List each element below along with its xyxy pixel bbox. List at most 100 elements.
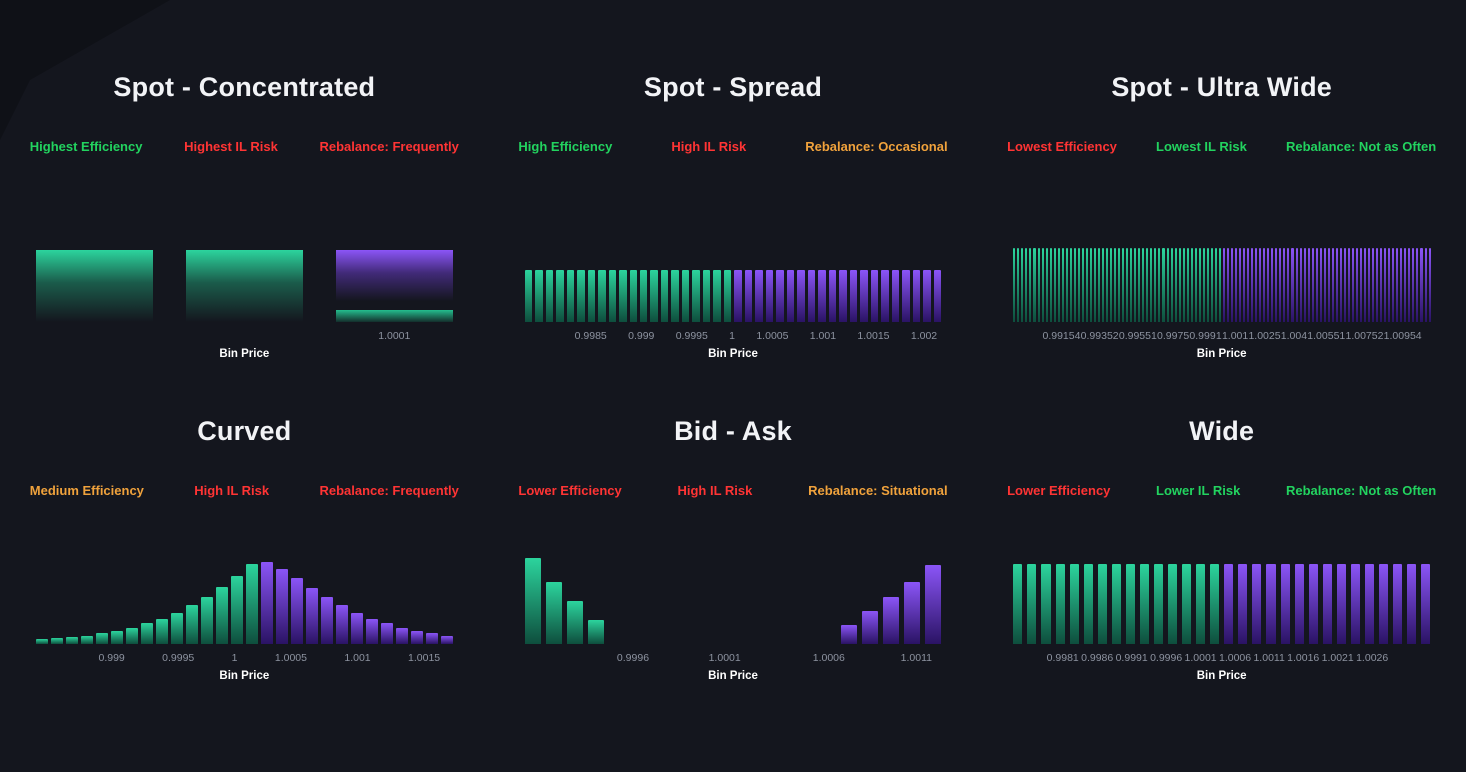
x-axis-label: Bin Price — [1196, 670, 1247, 682]
axis-ticks: 0.9985 0.999 0.9995 1 1.0005 1.001 1.0015 1.002 — [525, 330, 942, 343]
axis-tick: 1.0011 — [900, 652, 932, 664]
bar — [828, 270, 837, 322]
axis-tick: 0.9996 — [616, 652, 650, 664]
axis-tick: 1.0006 — [812, 652, 845, 664]
bar — [170, 613, 183, 644]
bar — [1057, 248, 1060, 322]
bar — [1311, 248, 1314, 322]
bar — [1360, 248, 1363, 322]
bar — [671, 270, 679, 322]
bar — [395, 628, 408, 644]
bar — [1126, 248, 1129, 322]
bar — [1134, 248, 1137, 322]
bar — [1198, 248, 1201, 322]
panel-title: Curved — [197, 416, 292, 446]
badge-red: Rebalance: Frequently — [319, 483, 459, 498]
bar — [380, 623, 393, 644]
axis-tick: 1.0001 — [1184, 652, 1217, 664]
bar — [1182, 564, 1192, 644]
axis-tick: 1.0016 — [1287, 652, 1320, 664]
bid-cluster — [524, 558, 604, 644]
badges-row: Medium Efficiency High IL Risk Rebalance: … — [30, 483, 459, 498]
badge-red: Lowest Efficiency — [1007, 139, 1117, 154]
axis-tick: 1.00752 — [1345, 330, 1384, 342]
bar — [290, 578, 303, 644]
axis-tick: 1.001 — [1221, 330, 1249, 342]
bar — [320, 597, 333, 644]
chart-bars — [524, 558, 942, 644]
badge-red: Lower Efficiency — [518, 483, 622, 498]
bar — [1045, 248, 1048, 322]
bar — [923, 270, 931, 322]
bar — [1097, 564, 1107, 644]
bar — [1041, 564, 1051, 644]
bar — [1210, 564, 1220, 644]
bar — [1384, 248, 1387, 322]
axis-ticks: 1.0001 — [36, 330, 453, 343]
panel-title: Spot - Spread — [643, 72, 823, 102]
bar — [50, 638, 63, 644]
bar — [1231, 248, 1234, 322]
axis-tick: 0.99352 — [1080, 330, 1119, 342]
liquidity-block — [335, 250, 453, 322]
bar — [1303, 248, 1306, 322]
bar — [140, 623, 153, 644]
bar — [1122, 248, 1125, 322]
bar — [1372, 248, 1375, 322]
bar — [883, 597, 900, 644]
bar — [1214, 248, 1217, 322]
bar — [1287, 248, 1290, 322]
bar — [1049, 248, 1052, 322]
bar — [1267, 248, 1270, 322]
bar — [1291, 248, 1294, 322]
bar — [1069, 248, 1072, 322]
bar — [1153, 564, 1164, 644]
bar — [524, 270, 533, 322]
liquidity-block — [36, 250, 153, 322]
bar — [1350, 564, 1360, 644]
bar — [1210, 248, 1213, 322]
bar — [260, 562, 273, 644]
bar — [629, 270, 637, 322]
bar — [1111, 564, 1121, 644]
badge-green: High Efficiency — [518, 139, 613, 154]
bar — [681, 270, 690, 322]
bar — [755, 270, 763, 322]
bar — [1308, 564, 1318, 644]
axis-tick: 0.99551 — [1118, 330, 1157, 342]
axis-tick: 0.99154 — [1042, 330, 1081, 342]
bar — [1125, 564, 1135, 644]
axis-tick: 1.0001 — [378, 330, 411, 342]
bar — [1420, 248, 1423, 322]
bar — [765, 270, 774, 322]
chart-bid-ask: 0.9996 1.0001 1.0006 1.0011 Bin Price — [524, 558, 942, 682]
bar — [65, 637, 78, 644]
axis-tick: 1.00551 — [1307, 330, 1346, 342]
bar — [305, 588, 318, 644]
bar — [1392, 248, 1395, 322]
bar — [1077, 248, 1080, 322]
badge-green: Rebalance: Not as Often — [1285, 483, 1437, 498]
bar — [1336, 564, 1346, 644]
bar — [862, 611, 879, 644]
bar — [185, 605, 198, 644]
bar — [95, 633, 108, 644]
axis-tick: 0.999 — [628, 330, 655, 342]
bar — [1416, 248, 1419, 322]
badge-green: Highest Efficiency — [29, 139, 143, 154]
bar — [1139, 564, 1149, 644]
block-main — [335, 250, 453, 301]
bar — [410, 631, 423, 644]
panel-spot-concentrated: Spot - Concentrated Highest Efficiency Hig… — [0, 0, 489, 386]
bar — [587, 620, 604, 644]
bar — [1170, 248, 1173, 322]
bar — [36, 639, 48, 644]
bar — [1404, 248, 1407, 322]
bar — [566, 270, 575, 322]
panel-title: Wide — [1189, 416, 1255, 446]
bar — [713, 270, 721, 322]
bar — [1351, 248, 1354, 322]
x-axis-label: Bin Price — [219, 348, 270, 360]
bar — [1158, 248, 1161, 322]
bar — [245, 564, 258, 644]
